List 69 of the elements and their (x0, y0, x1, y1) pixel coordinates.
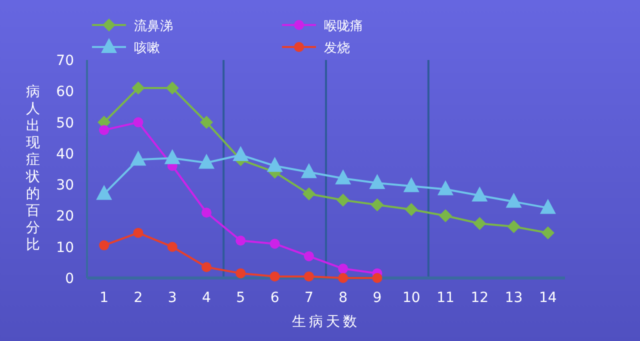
point (304, 251, 314, 262)
x-tick-label: 5 (236, 290, 246, 306)
point (200, 116, 213, 129)
point (132, 82, 145, 95)
point (130, 150, 146, 166)
point (304, 271, 314, 282)
x-tick-label: 7 (304, 290, 314, 306)
x-tick-label: 3 (168, 290, 177, 306)
point (300, 163, 317, 178)
x-tick-label: 14 (539, 290, 557, 306)
point (473, 217, 486, 230)
point (99, 125, 110, 136)
point (369, 174, 386, 190)
y-tick-label: 20 (56, 208, 74, 225)
x-tick-label: 6 (270, 290, 280, 306)
point (232, 146, 249, 161)
point (338, 273, 348, 283)
point (166, 82, 179, 95)
x-tick-label: 8 (338, 290, 348, 306)
point (236, 236, 246, 246)
point (202, 208, 212, 218)
point (540, 198, 556, 214)
y-tick-label: 60 (56, 84, 74, 100)
point (439, 209, 452, 222)
text: 病人出现症状的百分比 (26, 84, 40, 253)
point (133, 228, 144, 238)
point (372, 273, 382, 283)
point (198, 154, 214, 169)
y-tick-label: 70 (56, 53, 74, 69)
point (370, 198, 384, 212)
y-tick-label: 50 (56, 115, 74, 132)
x-tick-label: 2 (134, 290, 143, 306)
legend-label: 喉咙痛 (324, 19, 363, 34)
x-tick-label: 1 (100, 290, 109, 306)
point (336, 194, 350, 207)
x-tick-label: 13 (504, 290, 523, 306)
point (403, 177, 420, 192)
y-tick-label: 40 (56, 146, 74, 162)
point (164, 149, 180, 164)
point (438, 180, 454, 196)
point (270, 271, 280, 282)
x-axis-title: 生病天数 (292, 314, 360, 330)
point (202, 262, 212, 272)
legend-label: 流鼻涕 (134, 18, 173, 34)
point (541, 226, 554, 240)
y-tick-label: 10 (56, 240, 74, 256)
point (404, 202, 418, 216)
legend-label: 咳嗽 (134, 41, 160, 56)
x-tick-label: 10 (402, 290, 420, 306)
point (266, 156, 283, 172)
x-tick-label: 9 (372, 290, 382, 306)
y-tick-label: 0 (65, 271, 74, 287)
point (96, 184, 112, 200)
point (338, 264, 348, 274)
point (99, 240, 110, 250)
x-tick-label: 12 (470, 290, 489, 306)
point (302, 187, 316, 200)
point (236, 268, 246, 278)
point (507, 220, 520, 234)
point (506, 192, 522, 208)
x-tick-label: 4 (202, 290, 212, 306)
y-tick-label: 30 (56, 178, 74, 194)
point (270, 238, 280, 249)
legend-label: 发烧 (324, 41, 350, 56)
x-tick-label: 11 (436, 290, 454, 306)
point (133, 117, 144, 128)
point (472, 186, 488, 202)
point (167, 242, 178, 252)
point (335, 169, 352, 184)
